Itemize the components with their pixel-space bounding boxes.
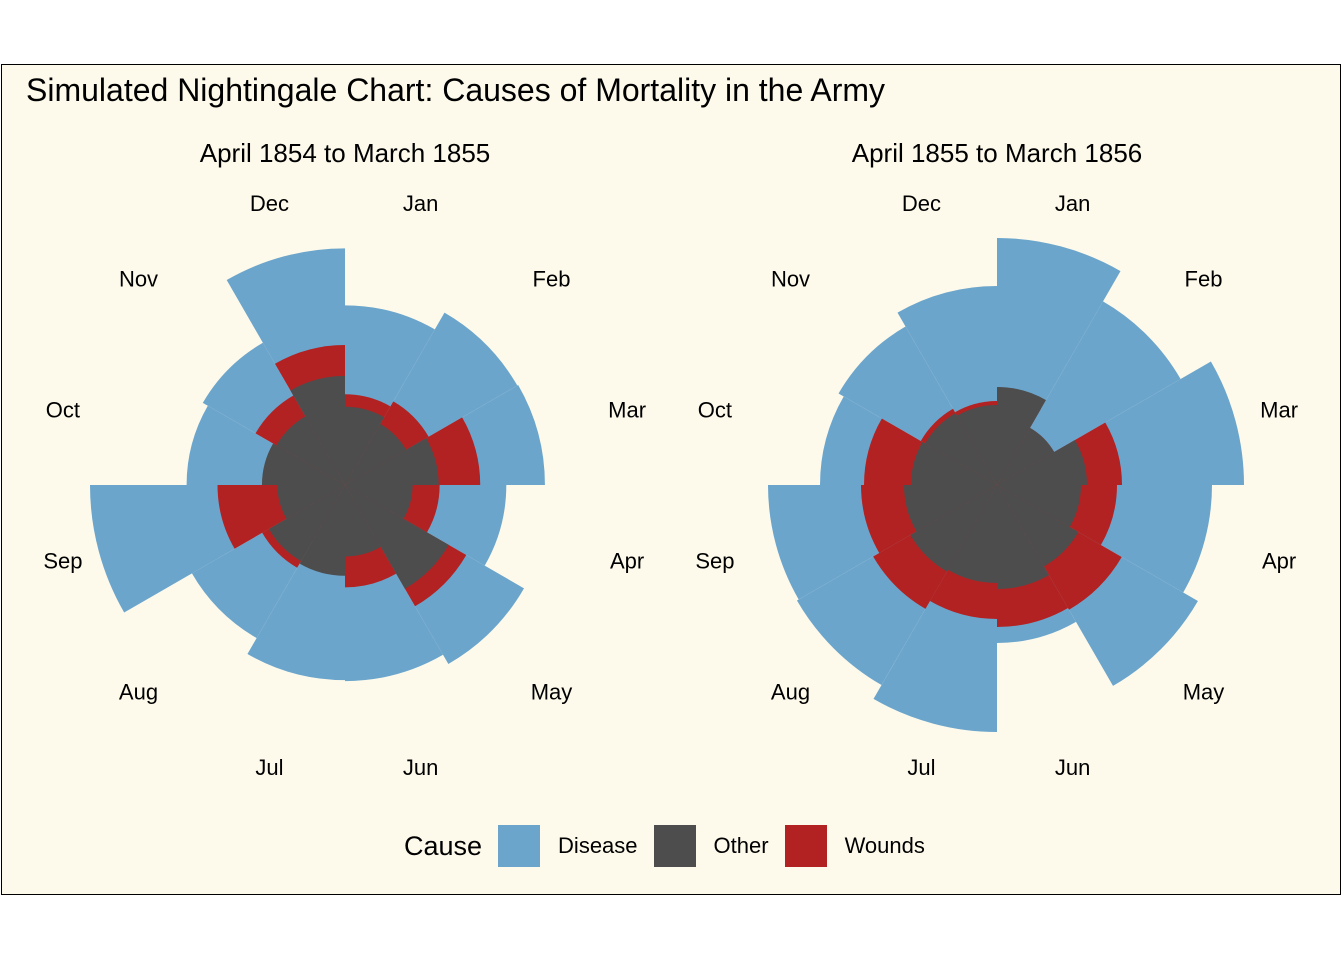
month-label-jun: Jun <box>1055 755 1090 780</box>
wedge-other-feb <box>345 423 407 485</box>
month-label-dec: Dec <box>902 191 941 216</box>
wedge-other-aug <box>268 485 345 562</box>
month-label-aug: Aug <box>119 680 158 705</box>
month-label-nov: Nov <box>771 267 810 292</box>
month-label-aug: Aug <box>771 680 810 705</box>
wedge-other-jul <box>299 485 345 576</box>
wedge-other-mar <box>997 440 1087 485</box>
legend-swatch-other <box>653 825 696 867</box>
wedge-other-may <box>997 485 1079 567</box>
legend-title: Cause <box>404 830 483 861</box>
month-label-dec: Dec <box>250 191 289 216</box>
month-label-jul: Jul <box>255 755 283 780</box>
month-label-may: May <box>1183 680 1225 705</box>
month-label-oct: Oct <box>46 397 80 422</box>
legend-label-disease: Disease <box>558 833 638 858</box>
month-label-feb: Feb <box>533 267 571 292</box>
month-label-oct: Oct <box>698 397 732 422</box>
legend: Cause Disease Other Wounds <box>404 824 941 868</box>
month-label-apr: Apr <box>1262 549 1296 574</box>
month-label-may: May <box>531 680 573 705</box>
month-label-mar: Mar <box>608 397 646 422</box>
legend-item-other: Other <box>653 825 769 867</box>
wedge-other-jun <box>345 485 381 557</box>
wedge-other-sep <box>904 485 997 532</box>
legend-item-wounds: Wounds <box>784 825 925 867</box>
wedge-other-jan <box>345 406 385 485</box>
wedge-other-aug <box>910 485 997 572</box>
chart-1854-1855: April 1854 to March 1855 Jan Feb Mar Apr May J… <box>43 138 646 780</box>
wedge-other-jun <box>997 485 1049 589</box>
wedge-other-nov <box>925 413 997 485</box>
month-label-jun: Jun <box>403 755 438 780</box>
month-label-jan: Jan <box>403 191 438 216</box>
month-label-feb: Feb <box>1185 267 1223 292</box>
legend-item-disease: Disease <box>498 825 638 867</box>
main-title: Simulated Nightingale Chart: Causes of M… <box>26 72 886 108</box>
month-label-mar: Mar <box>1260 397 1298 422</box>
month-label-jan: Jan <box>1055 191 1090 216</box>
month-label-nov: Nov <box>119 267 158 292</box>
month-label-sep: Sep <box>43 549 82 574</box>
wedge-other-apr <box>997 485 1081 527</box>
chart-1855-1856: April 1855 to March 1856 Jan Feb Mar Apr May J… <box>695 138 1298 780</box>
month-label-apr: Apr <box>610 549 644 574</box>
wedge-other-mar <box>345 438 439 485</box>
wedge-other-nov <box>276 416 345 485</box>
wedge-other-dec <box>290 375 345 485</box>
wedge-other-jan <box>997 387 1046 485</box>
wedge-other-feb <box>997 427 1055 485</box>
wedge-other-apr <box>345 485 413 519</box>
wedge-other-jul <box>948 485 997 583</box>
month-label-jul: Jul <box>907 755 935 780</box>
month-label-sep: Sep <box>695 549 734 574</box>
wedge-other-dec <box>957 405 997 485</box>
chart-subtitle: April 1854 to March 1855 <box>200 138 491 168</box>
legend-swatch-wounds <box>784 825 827 867</box>
legend-label-wounds: Wounds <box>844 833 925 858</box>
legend-swatch-disease <box>498 825 541 867</box>
legend-label-other: Other <box>713 833 769 858</box>
chart-subtitle: April 1855 to March 1856 <box>852 138 1143 168</box>
wedge-other-oct <box>261 443 345 485</box>
wedge-other-may <box>345 485 449 589</box>
wedge-other-oct <box>911 442 997 485</box>
wedge-other-sep <box>277 485 345 519</box>
